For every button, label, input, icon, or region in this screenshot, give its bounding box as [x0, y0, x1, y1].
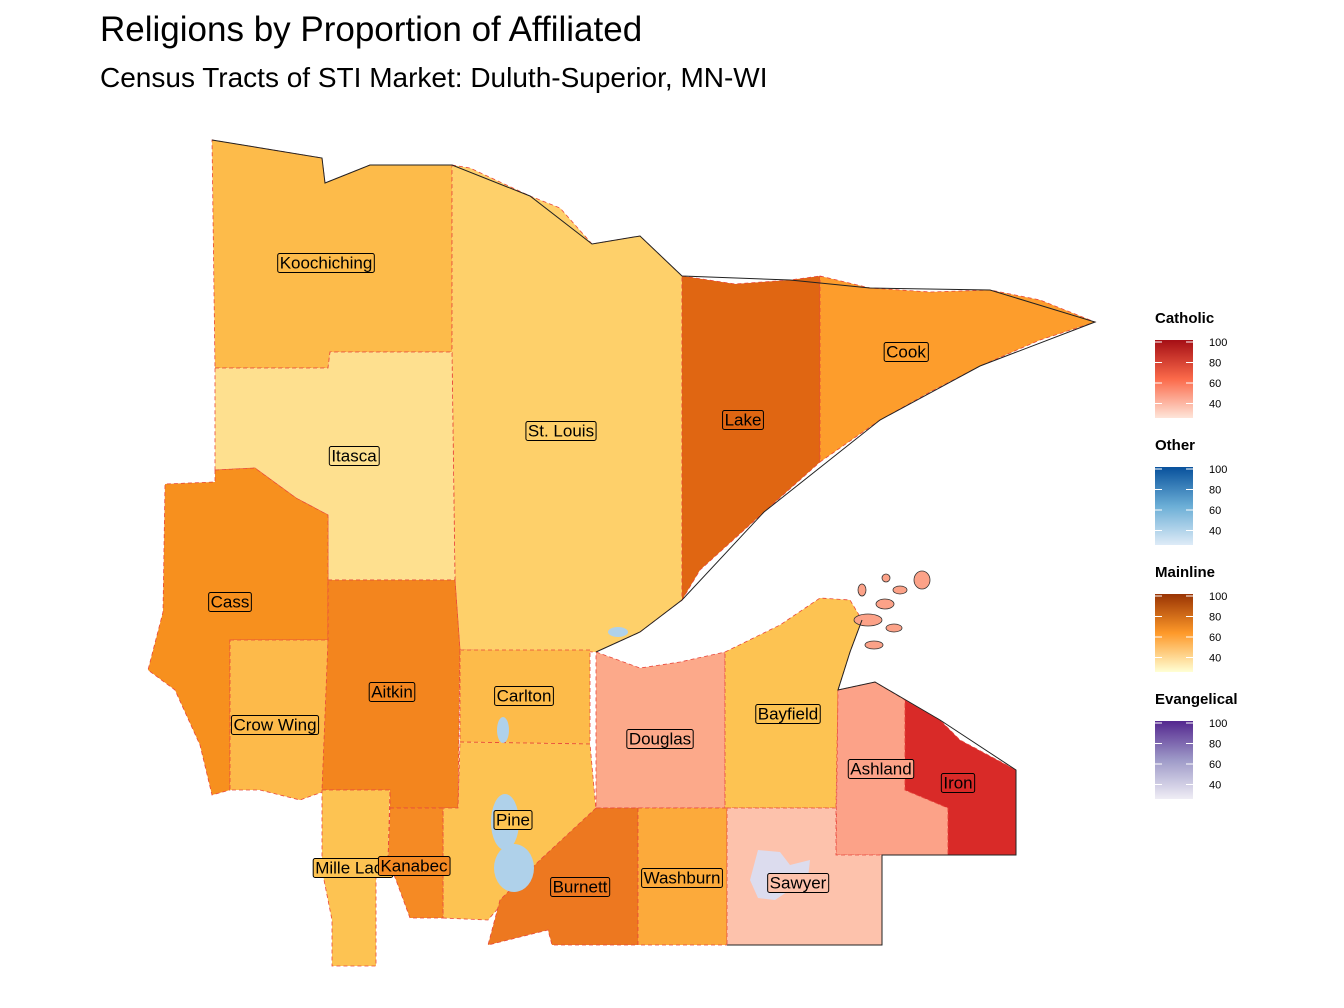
legend-tick: 100 — [1209, 718, 1227, 730]
island-6 — [913, 570, 931, 590]
legend-tick: 100 — [1209, 591, 1227, 603]
east-boundary — [727, 619, 1017, 946]
legend-tick: 80 — [1209, 612, 1221, 624]
county-labels: Koochiching St. Louis Lake Cook Itasca Cass Cr… — [208, 253, 976, 897]
svg-text:Sawyer: Sawyer — [770, 874, 827, 893]
county-label-st-louis: St. Louis — [525, 421, 597, 441]
county-label-washburn: Washburn — [641, 868, 723, 888]
svg-text:St. Louis: St. Louis — [528, 422, 594, 441]
legend-colorbar — [1155, 467, 1193, 545]
svg-text:Crow Wing: Crow Wing — [233, 716, 316, 735]
svg-text:Cass: Cass — [211, 593, 250, 612]
county-cass — [147, 467, 329, 796]
county-label-aitkin: Aitkin — [368, 682, 416, 702]
legend-tick: 40 — [1209, 780, 1221, 792]
county-label-cook: Cook — [883, 342, 929, 362]
legend-mainline: Mainline 100 80 60 40 — [1155, 564, 1227, 672]
county-cook — [819, 275, 1097, 463]
county-label-ashland: Ashland — [847, 759, 915, 779]
county-label-sawyer: Sawyer — [767, 873, 830, 893]
legend-tick: 60 — [1209, 505, 1221, 517]
legend-title: Catholic — [1155, 310, 1214, 327]
legend-catholic: Catholic 100 80 60 40 — [1155, 310, 1227, 418]
svg-text:Itasca: Itasca — [331, 447, 377, 466]
county-label-crow-wing: Crow Wing — [230, 715, 320, 735]
county-st-louis — [451, 164, 683, 653]
legend-tick: 60 — [1209, 378, 1221, 390]
county-label-burnett: Burnett — [550, 877, 611, 897]
legend-colorbar — [1155, 340, 1193, 418]
svg-text:Carlton: Carlton — [497, 687, 552, 706]
legend-colorbar — [1155, 721, 1193, 799]
lake-st-louis — [608, 627, 628, 637]
svg-text:Koochiching: Koochiching — [280, 254, 373, 273]
island-3 — [892, 585, 908, 595]
county-label-pine: Pine — [493, 810, 533, 830]
map-subtitle: Census Tracts of STI Market: Duluth-Supe… — [100, 62, 768, 93]
legend-title: Evangelical — [1155, 691, 1238, 708]
legend-tick: 60 — [1209, 759, 1221, 771]
legend-tick: 40 — [1209, 653, 1221, 665]
county-label-carlton: Carlton — [494, 686, 554, 706]
county-label-mille-lacs: Mille Lacs — [312, 858, 394, 878]
legend-tick: 80 — [1209, 485, 1221, 497]
county-label-koochiching: Koochiching — [277, 253, 375, 273]
legend-tick: 100 — [1209, 464, 1227, 476]
county-label-bayfield: Bayfield — [755, 704, 821, 724]
svg-text:Cook: Cook — [886, 343, 926, 362]
county-label-douglas: Douglas — [626, 729, 694, 749]
island-2 — [875, 598, 895, 610]
island-5 — [885, 623, 903, 633]
county-label-cass: Cass — [208, 592, 252, 612]
county-lake — [681, 275, 821, 602]
legend-other: Other 100 80 60 40 — [1155, 437, 1227, 545]
svg-text:Washburn: Washburn — [644, 869, 721, 888]
svg-text:Douglas: Douglas — [629, 730, 691, 749]
svg-text:Lake: Lake — [725, 411, 762, 430]
county-bayfield — [724, 597, 863, 809]
legends: Catholic 100 80 60 40 Other 100 80 60 40 Mainline 1… — [1155, 310, 1238, 799]
island-7 — [857, 583, 867, 597]
legend-title: Mainline — [1155, 564, 1215, 581]
legend-title: Other — [1155, 437, 1195, 454]
island-1 — [853, 613, 883, 627]
legend-tick: 40 — [1209, 526, 1221, 538]
svg-text:Aitkin: Aitkin — [371, 683, 413, 702]
legend-tick: 80 — [1209, 358, 1221, 370]
svg-text:Pine: Pine — [496, 811, 530, 830]
svg-text:Ashland: Ashland — [850, 760, 911, 779]
county-label-lake: Lake — [722, 410, 764, 430]
svg-text:Kanabec: Kanabec — [380, 857, 448, 876]
county-label-kanabec: Kanabec — [377, 856, 451, 876]
svg-text:Bayfield: Bayfield — [758, 705, 818, 724]
county-pine — [442, 741, 597, 921]
north-boundary — [211, 139, 1097, 653]
legend-evangelical: Evangelical 100 80 60 40 — [1155, 691, 1238, 799]
legend-tick: 40 — [1209, 399, 1221, 411]
island-4 — [864, 640, 884, 650]
county-label-itasca: Itasca — [328, 446, 380, 466]
map-title: Religions by Proportion of Affiliated — [100, 10, 643, 49]
lake-carlton — [497, 717, 509, 743]
legend-tick: 60 — [1209, 632, 1221, 644]
legend-colorbar — [1155, 594, 1193, 672]
svg-text:Iron: Iron — [943, 774, 972, 793]
svg-text:Burnett: Burnett — [553, 878, 608, 897]
county-label-iron: Iron — [940, 773, 976, 793]
lake-pine-south — [494, 844, 534, 892]
legend-tick: 100 — [1209, 337, 1227, 349]
island-8 — [881, 573, 891, 583]
legend-tick: 80 — [1209, 739, 1221, 751]
svg-text:Mille Lacs: Mille Lacs — [315, 859, 391, 878]
